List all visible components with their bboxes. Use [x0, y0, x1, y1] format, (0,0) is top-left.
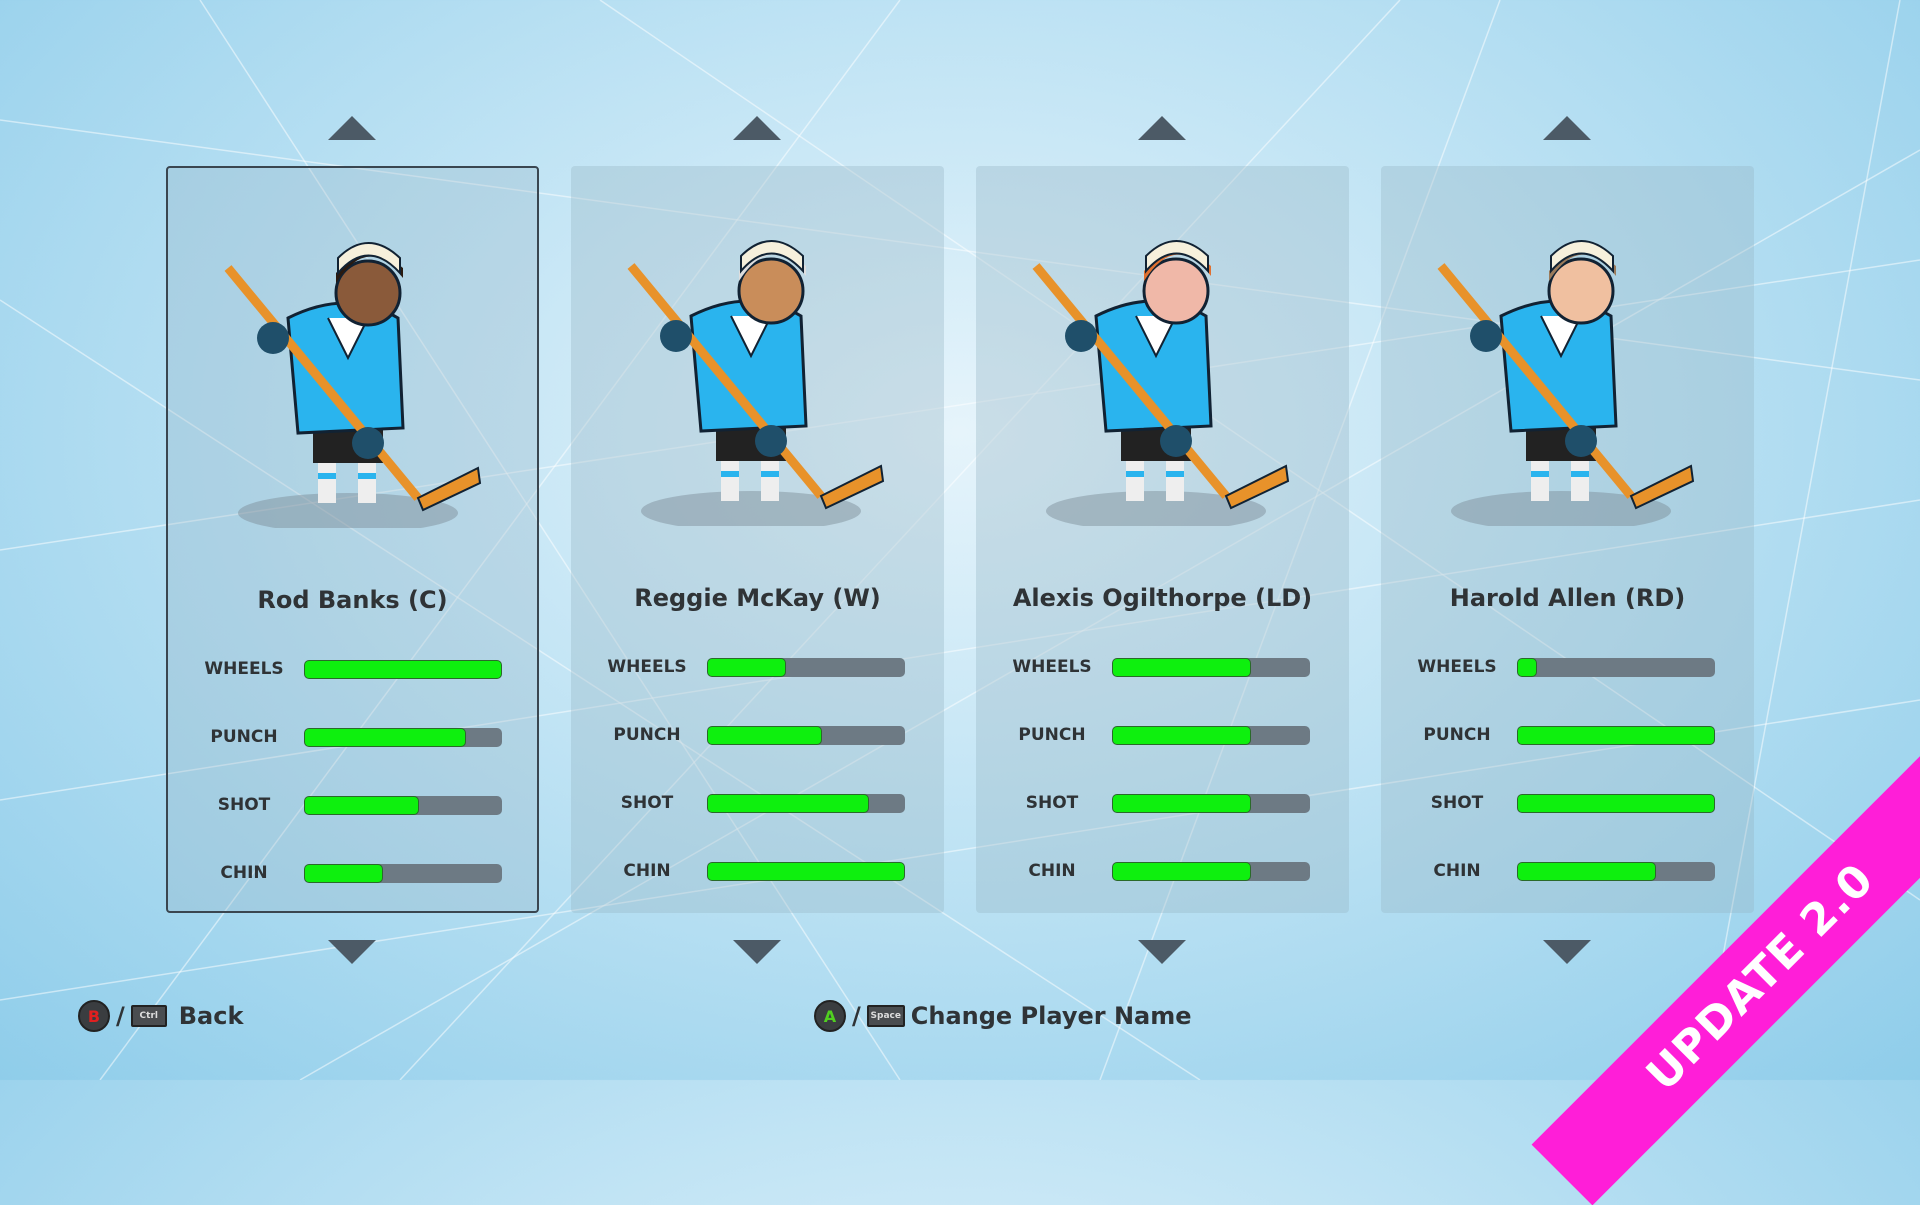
- stat-punch: PUNCH: [976, 721, 1349, 751]
- stat-label: PUNCH: [1423, 725, 1491, 745]
- scroll-up-arrow[interactable]: [328, 116, 376, 140]
- stat-shot: SHOT: [168, 791, 537, 821]
- stat-bar: [304, 864, 502, 883]
- stat-bar: [707, 862, 905, 881]
- scroll-down-arrow[interactable]: [733, 940, 781, 964]
- stat-bar-fill: [304, 728, 467, 747]
- back-label: Back: [178, 1002, 244, 1030]
- stat-bar-fill: [707, 794, 870, 813]
- stat-bar: [707, 658, 905, 677]
- stat-punch: PUNCH: [571, 721, 944, 751]
- stat-bar-fill: [707, 862, 905, 881]
- player-card[interactable]: Rod Banks (C) WHEELS PUNCH SHOT CHIN: [166, 166, 539, 913]
- stat-label: PUNCH: [1018, 725, 1086, 745]
- player-portrait: [1032, 240, 1290, 526]
- stat-bar: [707, 726, 905, 745]
- stat-shot: SHOT: [571, 789, 944, 819]
- stat-label: PUNCH: [210, 727, 278, 747]
- stat-shot: SHOT: [1381, 789, 1754, 819]
- stat-bar-fill: [707, 658, 787, 677]
- player-card[interactable]: Harold Allen (RD) WHEELS PUNCH SHOT CHIN: [1381, 166, 1754, 913]
- stat-label: SHOT: [217, 795, 271, 815]
- stat-bar-fill: [1112, 862, 1251, 881]
- stat-wheels: WHEELS: [976, 653, 1349, 683]
- stat-bar-fill: [1517, 794, 1715, 813]
- scroll-down-arrow[interactable]: [1138, 940, 1186, 964]
- stat-label: PUNCH: [613, 725, 681, 745]
- stat-chin: CHIN: [571, 857, 944, 887]
- scroll-up-arrow[interactable]: [1138, 116, 1186, 140]
- stat-shot: SHOT: [976, 789, 1349, 819]
- back-hint[interactable]: B / Ctrl Back: [78, 1000, 243, 1032]
- separator: /: [852, 1002, 861, 1030]
- player-portrait: [1437, 240, 1695, 526]
- stat-label: SHOT: [1025, 793, 1079, 813]
- stat-bar: [1112, 862, 1310, 881]
- stat-bar-fill: [1517, 726, 1715, 745]
- stat-label: CHIN: [220, 863, 268, 883]
- stat-bar-fill: [1112, 726, 1251, 745]
- scroll-up-arrow[interactable]: [1543, 116, 1591, 140]
- player-name[interactable]: Rod Banks (C): [257, 586, 448, 614]
- scroll-down-arrow[interactable]: [1543, 940, 1591, 964]
- player-card[interactable]: Reggie McKay (W) WHEELS PUNCH SHOT CHIN: [571, 166, 944, 913]
- stat-bar-fill: [304, 660, 502, 679]
- stat-bar: [304, 728, 502, 747]
- scroll-up-arrow[interactable]: [733, 116, 781, 140]
- space-key-icon: Space: [866, 1005, 905, 1027]
- change-name-label: Change Player Name: [910, 1002, 1192, 1030]
- stat-label: WHEELS: [607, 657, 687, 677]
- stat-bar: [304, 796, 502, 815]
- ctrl-key-icon: Ctrl: [130, 1005, 167, 1027]
- stat-label: CHIN: [1433, 861, 1481, 881]
- stat-wheels: WHEELS: [571, 653, 944, 683]
- stat-label: CHIN: [1028, 861, 1076, 881]
- stat-label: SHOT: [620, 793, 674, 813]
- player-portrait: [224, 242, 482, 528]
- stat-bar-fill: [304, 796, 419, 815]
- stat-wheels: WHEELS: [168, 655, 537, 685]
- stat-bar-fill: [1112, 794, 1251, 813]
- player-card[interactable]: Alexis Ogilthorpe (LD) WHEELS PUNCH SHOT…: [976, 166, 1349, 913]
- player-portrait: [627, 240, 885, 526]
- change-name-hint[interactable]: A / Space Change Player Name: [814, 1000, 1192, 1032]
- stat-chin: CHIN: [976, 857, 1349, 887]
- stat-bar: [1517, 794, 1715, 813]
- separator: /: [116, 1002, 125, 1030]
- stat-bar-fill: [304, 864, 384, 883]
- stat-bar-fill: [1112, 658, 1251, 677]
- stat-bar: [1112, 726, 1310, 745]
- stat-bar-fill: [707, 726, 822, 745]
- a-button-icon: A: [814, 1000, 846, 1032]
- stat-chin: CHIN: [1381, 857, 1754, 887]
- stat-bar: [707, 794, 905, 813]
- stat-bar: [1517, 862, 1715, 881]
- stat-label: WHEELS: [1012, 657, 1092, 677]
- stat-bar: [1112, 658, 1310, 677]
- player-name[interactable]: Harold Allen (RD): [1449, 584, 1686, 612]
- stat-label: CHIN: [623, 861, 671, 881]
- stat-label: WHEELS: [1417, 657, 1497, 677]
- stat-bar: [304, 660, 502, 679]
- stat-bar: [1517, 658, 1715, 677]
- stat-bar-fill: [1517, 862, 1656, 881]
- stat-chin: CHIN: [168, 859, 537, 889]
- b-button-icon: B: [78, 1000, 110, 1032]
- stat-punch: PUNCH: [1381, 721, 1754, 751]
- stat-bar-fill: [1517, 658, 1537, 677]
- stat-punch: PUNCH: [168, 723, 537, 753]
- player-name[interactable]: Reggie McKay (W): [634, 584, 881, 612]
- stat-label: SHOT: [1430, 793, 1484, 813]
- stat-bar: [1112, 794, 1310, 813]
- player-name[interactable]: Alexis Ogilthorpe (LD): [1012, 584, 1313, 612]
- stat-label: WHEELS: [204, 659, 284, 679]
- stat-bar: [1517, 726, 1715, 745]
- scroll-down-arrow[interactable]: [328, 940, 376, 964]
- stat-wheels: WHEELS: [1381, 653, 1754, 683]
